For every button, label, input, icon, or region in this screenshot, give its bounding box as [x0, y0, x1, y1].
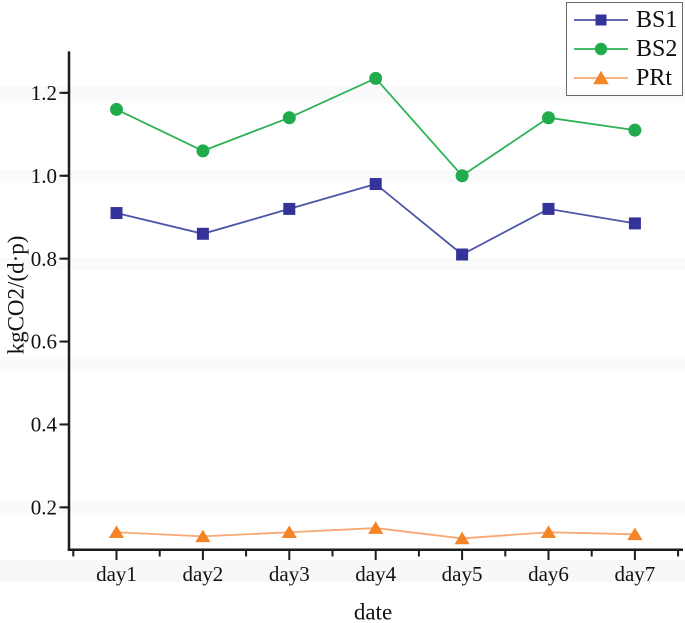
marker-bs2-day7: [628, 123, 642, 137]
x-tick-label: day7: [614, 562, 655, 586]
legend-row-prt: PRt: [572, 64, 682, 92]
marker-bs1-day2: [196, 227, 209, 240]
x-tick-label: day3: [269, 562, 310, 586]
y-tick-labels: 0.2 0.4 0.6 0.8 1.0 1.2: [31, 81, 58, 520]
marker-bs2-day1: [110, 102, 123, 116]
legend-label-bs1: BS1: [636, 7, 678, 34]
marker-prt-day3: [281, 525, 297, 539]
marker-bs2-day4: [369, 71, 383, 85]
x-tick-label: day6: [528, 562, 569, 586]
marker-bs1-day7: [628, 217, 641, 230]
background-bands: [0, 86, 685, 582]
marker-bs1-day3: [283, 202, 296, 215]
x-tick-label: day5: [442, 562, 483, 586]
bs2-circle-marker-icon: [594, 42, 608, 56]
y-tick-label: 1.2: [31, 81, 57, 105]
marker-prt-day7: [627, 527, 643, 541]
marker-bs1-day4: [369, 178, 382, 191]
y-tick-label: 1.0: [31, 164, 57, 188]
y-tick-label: 0.8: [31, 247, 57, 271]
marker-bs1-day5: [456, 248, 469, 261]
y-tick-label: 0.4: [31, 413, 58, 437]
prt-line-sample: [574, 70, 628, 84]
marker-prt-day4: [368, 521, 384, 534]
tick-marks: [59, 91, 680, 560]
marker-prt-day2: [195, 529, 211, 543]
marker-prt-day1: [108, 525, 125, 539]
x-tick-labels: day1 day2 day3 day4 day5 day6 day7: [96, 562, 655, 586]
legend: BS1 BS2 PRt: [566, 2, 683, 96]
marker-bs2-day2: [196, 144, 210, 158]
bs2-line-sample: [574, 42, 628, 56]
x-tick-label: day1: [96, 562, 137, 586]
marker-bs1-day1: [110, 207, 123, 220]
series-bs1-line: [116, 183, 636, 256]
prt-triangle-marker-icon: [593, 70, 609, 84]
legend-label-bs2: BS2: [636, 35, 678, 62]
x-axis-title: date: [354, 600, 392, 623]
y-tick-label: 0.6: [31, 330, 57, 354]
bs1-square-marker-icon: [595, 14, 607, 26]
marker-bs2-day5: [455, 169, 469, 183]
marker-prt-day6: [540, 525, 557, 539]
marker-bs2-day3: [282, 111, 296, 125]
bs1-line-sample: [574, 14, 628, 26]
y-tick-label: 0.2: [31, 496, 57, 520]
marker-prt-day5: [454, 531, 470, 545]
marker-bs1-day6: [542, 202, 555, 215]
marker-bs2-day6: [542, 111, 555, 125]
x-tick-label: day2: [182, 562, 223, 586]
y-axis-title: kgCO2/(d·p): [4, 236, 29, 355]
legend-row-bs1: BS1: [572, 6, 682, 34]
series-layer: [108, 71, 643, 545]
x-tick-label: day4: [355, 562, 396, 586]
legend-label-prt: PRt: [636, 64, 673, 91]
legend-row-bs2: BS2: [572, 35, 682, 63]
